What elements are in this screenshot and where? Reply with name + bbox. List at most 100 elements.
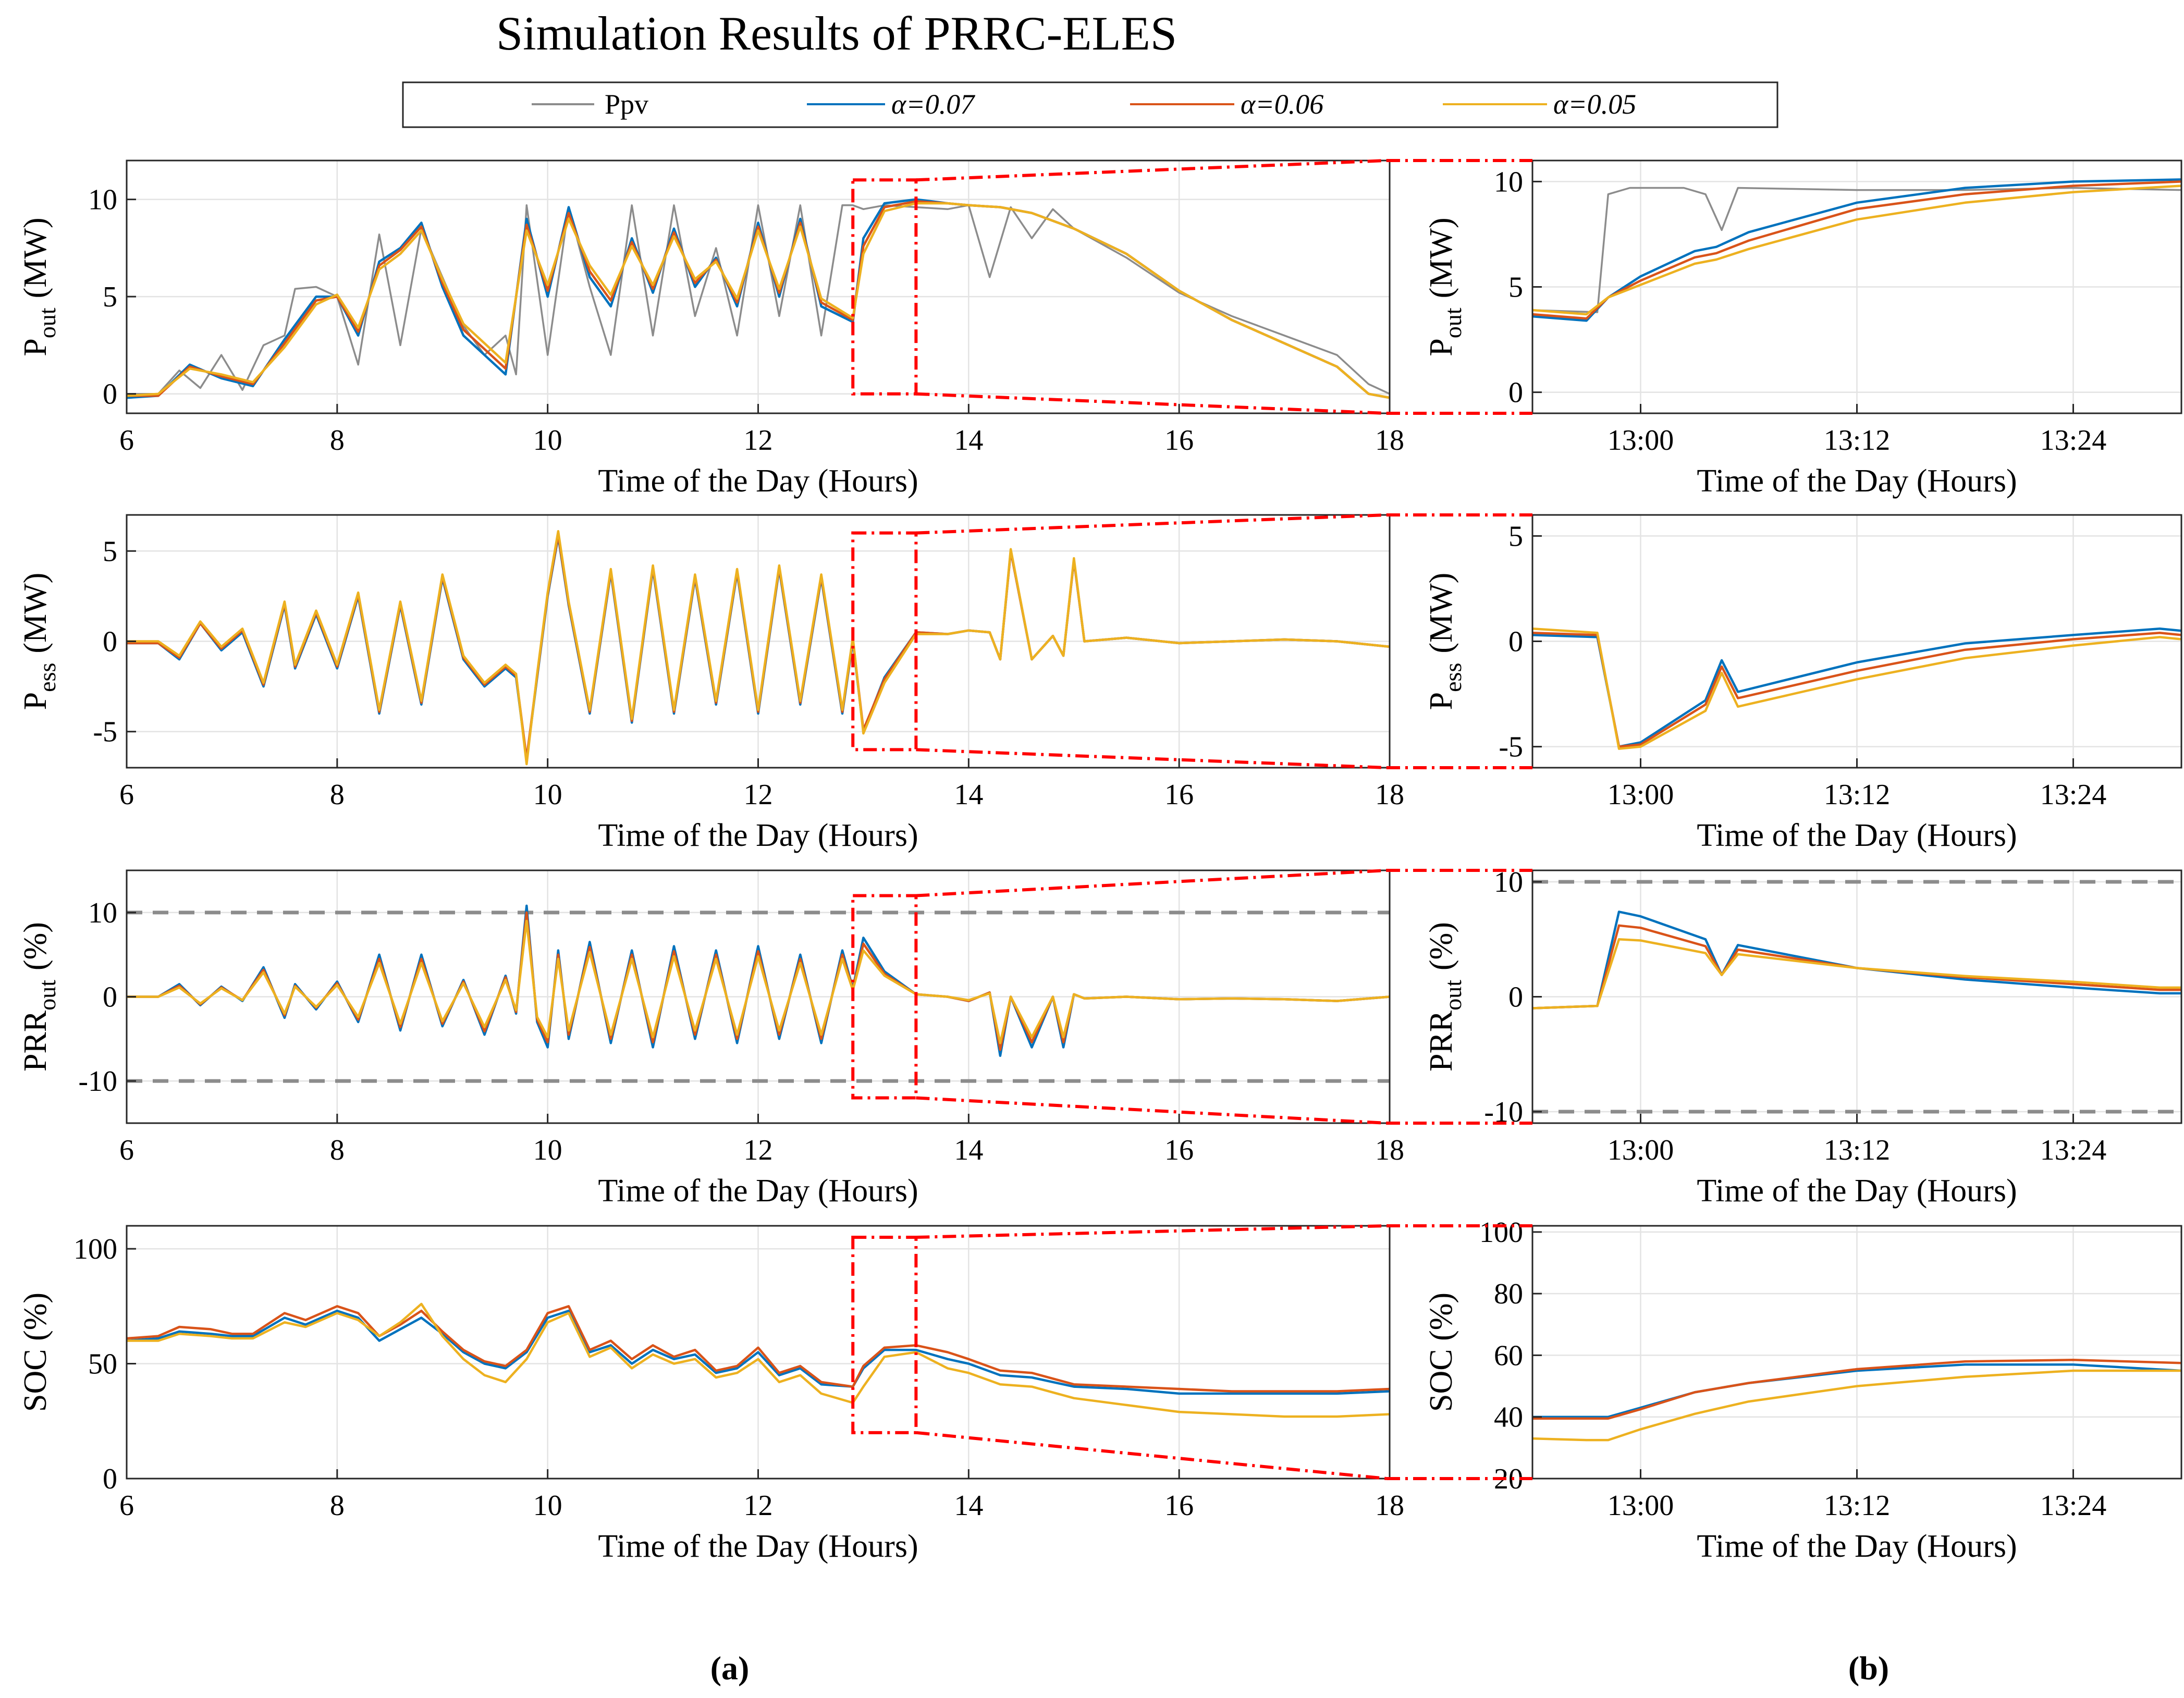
figure-title: Simulation Results of PRRC-ELES (496, 7, 1177, 60)
series-group (1532, 1359, 2181, 1442)
zoom-rectangle (851, 894, 918, 1100)
x-tick-label-4: 14 (954, 1134, 983, 1166)
y-tick-label-1: 0 (1508, 626, 1523, 658)
y-axis-label-unit: (%) (1424, 922, 1459, 970)
legend-label-ppv: Ppv (605, 89, 648, 120)
x-axis-label: Time of the Day (Hours) (1697, 1173, 2017, 1209)
y-axis-label-unit: (%) (18, 922, 53, 970)
y-tick-label-2: 100 (73, 1233, 117, 1265)
y-tick-label-1: 0 (1508, 981, 1523, 1014)
zoom-connector-bottom (916, 748, 1387, 769)
y-tick-label-1: 5 (103, 281, 117, 313)
x-tick-label-0: 13:00 (1608, 779, 1674, 811)
zoom-connector-bottom (916, 392, 1387, 415)
y-tick-label-2: 5 (1508, 520, 1523, 552)
x-tick-label-2: 10 (533, 424, 562, 457)
x-tick-label-5: 16 (1164, 424, 1194, 457)
y-axis-label: PRRout (%) (18, 922, 60, 1072)
x-tick-label-1: 13:12 (1824, 1134, 1891, 1166)
chart-pout-day: 6 8 10 12 14 16 18 0 5 10 Time of the Day (Hours) P… (18, 159, 1404, 499)
x-tick-label-2: 13:24 (2040, 424, 2107, 457)
y-axis-label-sub: out (1440, 307, 1466, 338)
y-axis-label-main: P (1424, 338, 1459, 356)
x-tick-label-4: 14 (954, 424, 983, 457)
x-tick-label-4: 14 (954, 779, 983, 811)
x-tick-label-6: 18 (1375, 779, 1404, 811)
y-tick-label-1: 0 (103, 626, 117, 658)
series-line-ppv (127, 204, 1390, 395)
y-axis-label-sub: ess (34, 663, 60, 692)
legend-label-alpha-006: α=0.06 (1241, 89, 1323, 120)
x-tick-label-3: 12 (744, 1134, 773, 1166)
x-tick-label-6: 18 (1375, 1134, 1404, 1166)
series-line-006 (127, 1305, 1390, 1393)
x-tick-label-3: 12 (744, 424, 773, 457)
y-axis-label-main: P (18, 338, 53, 356)
y-axis-label: Pout (MW) (18, 217, 60, 356)
y-axis-label-unit: (MW) (1424, 573, 1459, 654)
series-line-005 (1532, 627, 2181, 750)
x-tick-label-5: 16 (1164, 779, 1194, 811)
x-tick-label-5: 16 (1164, 1490, 1194, 1522)
x-tick-label-2: 13:24 (2040, 1134, 2107, 1166)
zoom-connector-bottom (916, 1431, 1387, 1480)
series-group (127, 904, 1390, 1057)
y-axis-label-main: SOC (%) (1424, 1293, 1459, 1412)
x-tick-label-0: 13:00 (1608, 424, 1674, 457)
x-tick-label-0: 6 (119, 779, 134, 811)
y-tick-label-2: 10 (1494, 166, 1523, 198)
axes-container: 6 8 10 12 14 16 18 0 5 10 Time of the Day (Hours) P… (18, 159, 2182, 1564)
chart-soc-day: 6 8 10 12 14 16 18 0 50 100 Time of the Day (Hours… (18, 1225, 1404, 1564)
x-tick-label-1: 13:12 (1824, 1490, 1891, 1522)
y-tick-label-0: -5 (1499, 731, 1523, 764)
zoom-rectangle (851, 178, 918, 396)
y-axis-label-unit: (MW) (1424, 217, 1459, 298)
chart-pess-zoom: 13:00 13:12 13:24 -5 0 5 Time of the Day (Hour… (1424, 514, 2182, 853)
series-line-005 (127, 530, 1390, 766)
y-tick-label-1: 50 (88, 1348, 117, 1381)
y-tick-label-2: 5 (103, 535, 117, 568)
x-tick-label-2: 13:24 (2040, 779, 2107, 811)
x-axis-label: Time of the Day (Hours) (598, 1173, 918, 1209)
zoom-connector-top (916, 159, 1387, 182)
zoom-connector-top (916, 869, 1387, 897)
zoom-connector-bottom (916, 1096, 1387, 1125)
zoom-connectors (916, 159, 1532, 1480)
x-tick-label-2: 10 (533, 1490, 562, 1522)
y-axis-label-unit: (MW) (18, 217, 53, 298)
x-tick-label-5: 16 (1164, 1134, 1194, 1166)
series-line-005 (127, 919, 1390, 1044)
legend-label-alpha-005: α=0.05 (1553, 89, 1636, 120)
y-tick-label-1: 0 (103, 981, 117, 1014)
x-tick-label-2: 13:24 (2040, 1490, 2107, 1522)
y-tick-label-0: -10 (78, 1065, 117, 1098)
y-axis-label-main: SOC (%) (18, 1293, 53, 1412)
x-axis-label: Time of the Day (Hours) (598, 463, 918, 499)
series-line-005 (1532, 1369, 2181, 1442)
series-group (1532, 627, 2181, 750)
zoom-rectangle (851, 531, 918, 752)
zoom-rectangle (851, 1236, 918, 1434)
y-axis-label: SOC (%) (18, 1293, 53, 1412)
y-tick-label-3: 80 (1494, 1278, 1523, 1310)
x-axis-label: Time of the Day (Hours) (598, 1529, 918, 1564)
x-tick-label-3: 12 (744, 1490, 773, 1522)
x-tick-label-1: 8 (330, 424, 345, 457)
x-tick-label-6: 18 (1375, 424, 1404, 457)
series-line-007 (127, 1309, 1390, 1395)
y-tick-label-2: 10 (88, 184, 117, 216)
x-tick-label-4: 14 (954, 1490, 983, 1522)
y-tick-label-1: 5 (1508, 272, 1523, 304)
x-tick-label-3: 12 (744, 779, 773, 811)
y-tick-label-0: -5 (93, 716, 117, 748)
series-line-007 (1532, 910, 2181, 1010)
y-axis-label-main: PRR (18, 1010, 53, 1072)
chart-pess-day: 6 8 10 12 14 16 18 -5 0 5 Time of the Day (Hours) P… (18, 514, 1404, 853)
y-tick-label-0: 0 (1508, 377, 1523, 409)
x-tick-label-0: 6 (119, 1134, 134, 1166)
y-tick-label-4: 100 (1479, 1216, 1523, 1249)
y-axis-label-unit: (MW) (18, 573, 53, 654)
